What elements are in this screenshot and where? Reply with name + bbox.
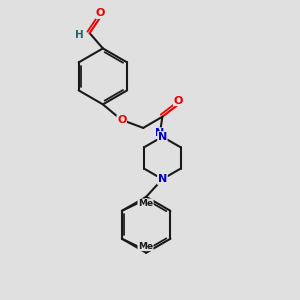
Text: N: N: [158, 132, 167, 142]
Text: O: O: [174, 95, 183, 106]
Text: Me: Me: [138, 242, 153, 250]
Text: N: N: [158, 174, 167, 184]
Text: O: O: [96, 8, 105, 18]
Text: H: H: [75, 30, 84, 40]
Text: O: O: [117, 115, 126, 125]
Text: N: N: [155, 128, 165, 138]
Text: N: N: [158, 174, 167, 184]
Text: Me: Me: [138, 199, 153, 208]
